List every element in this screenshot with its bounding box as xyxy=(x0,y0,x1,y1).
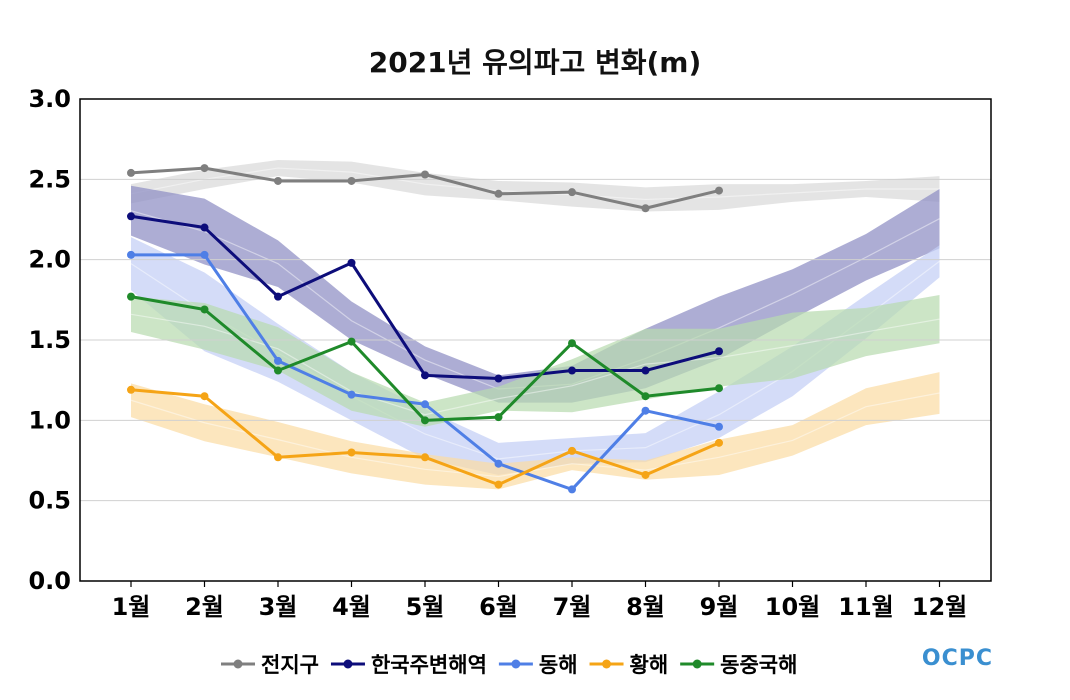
data-point xyxy=(641,470,650,479)
data-point xyxy=(641,406,650,415)
x-tick-label: 12월 xyxy=(912,593,967,621)
legend-marker xyxy=(511,659,521,669)
x-tick-label: 11월 xyxy=(838,593,893,621)
ocpc-logo: OCPC xyxy=(922,646,993,671)
grid-lines xyxy=(80,178,991,502)
legend-marker xyxy=(692,659,702,669)
x-tick-label: 7월 xyxy=(553,593,592,621)
data-point xyxy=(641,204,650,213)
data-point xyxy=(568,485,576,494)
data-point xyxy=(421,453,429,462)
data-point xyxy=(127,212,135,221)
data-point xyxy=(494,189,503,198)
x-tick-label: 2월 xyxy=(185,593,224,621)
data-point xyxy=(127,385,135,394)
data-point xyxy=(347,390,356,399)
data-point xyxy=(347,337,356,346)
data-point xyxy=(568,366,576,375)
data-point xyxy=(421,170,429,179)
y-tick-label: 1.0 xyxy=(28,406,71,434)
data-point xyxy=(568,339,576,348)
data-point xyxy=(494,374,503,383)
x-tick-label: 8월 xyxy=(626,593,665,621)
x-tick-label: 10월 xyxy=(765,593,820,621)
band-mid-3 xyxy=(130,392,940,478)
data-point xyxy=(421,400,429,409)
data-point xyxy=(200,392,209,401)
band-4 xyxy=(131,295,940,427)
legend-label: 동해 xyxy=(539,653,578,677)
y-tick-label: 0.0 xyxy=(28,567,71,595)
confidence-bands xyxy=(130,160,940,490)
legend-label: 전지구 xyxy=(261,653,319,677)
legend-marker xyxy=(602,659,612,669)
data-point xyxy=(715,422,723,431)
axis-ticks: 0.0 0.5 1.0 1.5 2.0 2.5 3.0 1월 2월 3월 4월 5월 6월 7월 8월 9월 1… xyxy=(28,85,967,621)
data-point xyxy=(494,480,503,489)
band-0 xyxy=(131,160,940,212)
y-tick-label: 1.5 xyxy=(28,326,71,354)
data-point xyxy=(200,305,209,314)
y-tick-label: 2.5 xyxy=(28,165,71,193)
data-point xyxy=(715,186,723,195)
data-point xyxy=(274,176,282,185)
data-point xyxy=(641,392,650,401)
data-point xyxy=(421,371,429,380)
data-point xyxy=(127,168,135,177)
plot-area xyxy=(79,98,992,582)
data-point xyxy=(127,292,135,301)
legend-label: 한국주변해역 xyxy=(371,653,487,677)
legend-marker xyxy=(233,659,243,669)
band-2 xyxy=(131,237,940,475)
data-point xyxy=(568,188,576,197)
data-point xyxy=(127,250,135,259)
x-tick-label: 5월 xyxy=(406,593,445,621)
legend-label: 황해 xyxy=(630,653,669,677)
data-point xyxy=(274,366,282,375)
data-point xyxy=(494,413,503,422)
legend-label: 동중국해 xyxy=(720,653,797,677)
data-point xyxy=(200,250,209,259)
data-point xyxy=(200,164,209,173)
x-tick-label: 6월 xyxy=(479,593,518,621)
y-tick-label: 0.5 xyxy=(28,487,71,515)
legend: 전지구 한국주변해역 동해 황해 동중국해 xyxy=(221,653,797,677)
data-point xyxy=(568,446,576,455)
x-tick-label: 1월 xyxy=(112,593,151,621)
data-point xyxy=(347,258,356,267)
data-point xyxy=(641,366,650,375)
data-point xyxy=(347,176,356,185)
chart-title: 2021년 유의파고 변화(m) xyxy=(369,46,702,79)
series-lines xyxy=(127,164,723,494)
data-point xyxy=(274,292,282,301)
x-tick-label: 4월 xyxy=(332,593,371,621)
data-point xyxy=(347,448,356,457)
data-point xyxy=(715,438,723,447)
y-tick-label: 2.0 xyxy=(28,246,71,274)
data-point xyxy=(494,459,503,468)
legend-marker xyxy=(343,659,353,669)
band-3 xyxy=(131,372,940,490)
x-tick-label: 3월 xyxy=(259,593,298,621)
data-point xyxy=(274,453,282,462)
data-point xyxy=(715,384,723,393)
x-tick-label: 9월 xyxy=(700,593,739,621)
data-point xyxy=(274,356,282,365)
data-point xyxy=(421,416,429,425)
data-point xyxy=(715,347,723,356)
y-tick-label: 3.0 xyxy=(28,85,71,113)
data-point xyxy=(200,223,209,232)
